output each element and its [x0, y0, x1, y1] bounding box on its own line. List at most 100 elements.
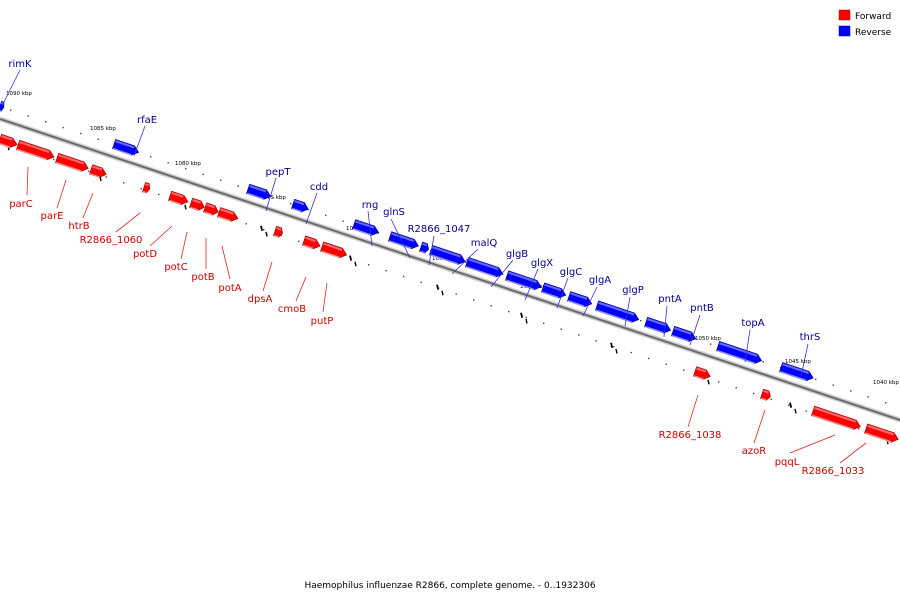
gene-azoR[interactable] [693, 366, 712, 382]
scale-dot [88, 170, 90, 172]
scale-dot [578, 334, 580, 336]
gene-R2866_1033[interactable] [811, 405, 862, 432]
leader-line [262, 261, 273, 292]
scale-dot [105, 176, 107, 178]
gene-potA[interactable] [203, 202, 220, 218]
gene-R2866_1060[interactable] [89, 164, 108, 180]
leader-line [624, 296, 631, 327]
gene-label: R2866_1038 [659, 430, 722, 441]
gene-cmoB[interactable] [273, 225, 284, 239]
scale-dot [290, 202, 292, 205]
scale-dot [150, 156, 152, 158]
gene-parC[interactable] [0, 133, 19, 150]
leader-line [82, 192, 94, 219]
leader-line [115, 212, 141, 233]
gene-pqqL[interactable] [760, 388, 772, 402]
gene-glgX[interactable] [505, 270, 543, 293]
gene-putP[interactable] [302, 235, 322, 252]
gene-label: glgB [506, 249, 528, 260]
gene-glgP[interactable] [595, 300, 640, 325]
scale-dot [735, 386, 737, 389]
gene-label: rng [362, 200, 379, 211]
scale-dot [648, 357, 650, 360]
leader-line [451, 248, 479, 275]
scale-dot [560, 328, 562, 330]
scale-dot [630, 351, 632, 354]
scale-dot [53, 158, 55, 161]
leader-line [689, 314, 701, 346]
scale-dot [97, 138, 99, 141]
tick-label: 1050 kbp [695, 336, 721, 342]
minor-tick [354, 261, 357, 267]
leader-line [305, 192, 318, 225]
gene-rng[interactable] [352, 219, 380, 238]
scale-dot [10, 109, 12, 111]
scale-dot [438, 287, 440, 289]
gene-label: dpsA [248, 294, 273, 305]
scale-dot [465, 261, 467, 263]
gene-glgA[interactable] [567, 291, 593, 310]
gene-cdd[interactable] [291, 198, 310, 214]
gene-dpsA[interactable] [217, 207, 239, 225]
minor-tick [707, 379, 710, 385]
scale-dot [368, 264, 370, 266]
genome-backbone [0, 116, 900, 423]
gene-glgC[interactable] [541, 282, 567, 301]
scale-dot [788, 404, 790, 406]
gene-malQ[interactable] [429, 245, 467, 267]
leader-line [663, 305, 668, 338]
gene-rimK[interactable] [0, 100, 5, 113]
scale-dot [140, 187, 142, 190]
major-tick [260, 225, 264, 232]
gene-pntA[interactable] [644, 316, 672, 335]
scale-dot [123, 182, 125, 184]
gene-pepT[interactable] [246, 183, 272, 202]
scale-dot [220, 179, 222, 181]
gene-label: cdd [310, 182, 328, 193]
leader-line [556, 277, 569, 309]
leader-line [524, 268, 539, 301]
gene-R2866_1033[interactable] [864, 423, 900, 445]
gene-htrB[interactable] [55, 152, 90, 174]
gene-parE[interactable] [16, 139, 55, 162]
gene-rfaE[interactable] [112, 139, 140, 157]
scale-dot [237, 185, 239, 187]
gene-label: glgX [531, 258, 553, 269]
scale-dot [805, 410, 807, 412]
gene-R2866_1038[interactable] [320, 241, 348, 260]
gene-glgB[interactable] [465, 257, 504, 279]
scale-dot [850, 390, 852, 392]
gene-label: pepT [266, 167, 292, 178]
tick-label: 1085 kbp [90, 126, 116, 132]
gene-potC[interactable] [168, 190, 189, 207]
scale-dot [385, 269, 387, 272]
leader-line [839, 442, 867, 464]
gene-label: htrB [68, 221, 89, 232]
gene-label: glgC [560, 267, 582, 278]
scale-dot [455, 293, 457, 295]
legend-reverse-label: Reverse [855, 28, 892, 38]
tick-label: 1090 kbp [6, 91, 32, 97]
leader-line [800, 343, 809, 377]
scale-dot [298, 240, 300, 243]
tick-label: 1045 kbp [785, 359, 811, 365]
minor-tick [441, 290, 444, 296]
gene-label: glnS [383, 207, 405, 218]
gene-label: rimK [8, 59, 32, 70]
scale-dot [307, 208, 309, 211]
gene-potB[interactable] [189, 197, 206, 213]
scale-dot [80, 132, 82, 135]
leader-line [2, 69, 21, 105]
gene-label: putP [311, 316, 334, 327]
scale-dot [420, 281, 422, 284]
gene-pntB[interactable] [671, 325, 697, 344]
gene-glnS[interactable] [388, 231, 420, 252]
gene-R2866_1047[interactable] [419, 241, 430, 255]
minor-tick [184, 204, 187, 210]
gene-potD[interactable] [142, 182, 151, 194]
legend-forward-label: Forward [855, 12, 891, 22]
scale-dot [45, 121, 47, 123]
legend: Forward Reverse [838, 9, 892, 38]
scale-dot [167, 162, 169, 164]
